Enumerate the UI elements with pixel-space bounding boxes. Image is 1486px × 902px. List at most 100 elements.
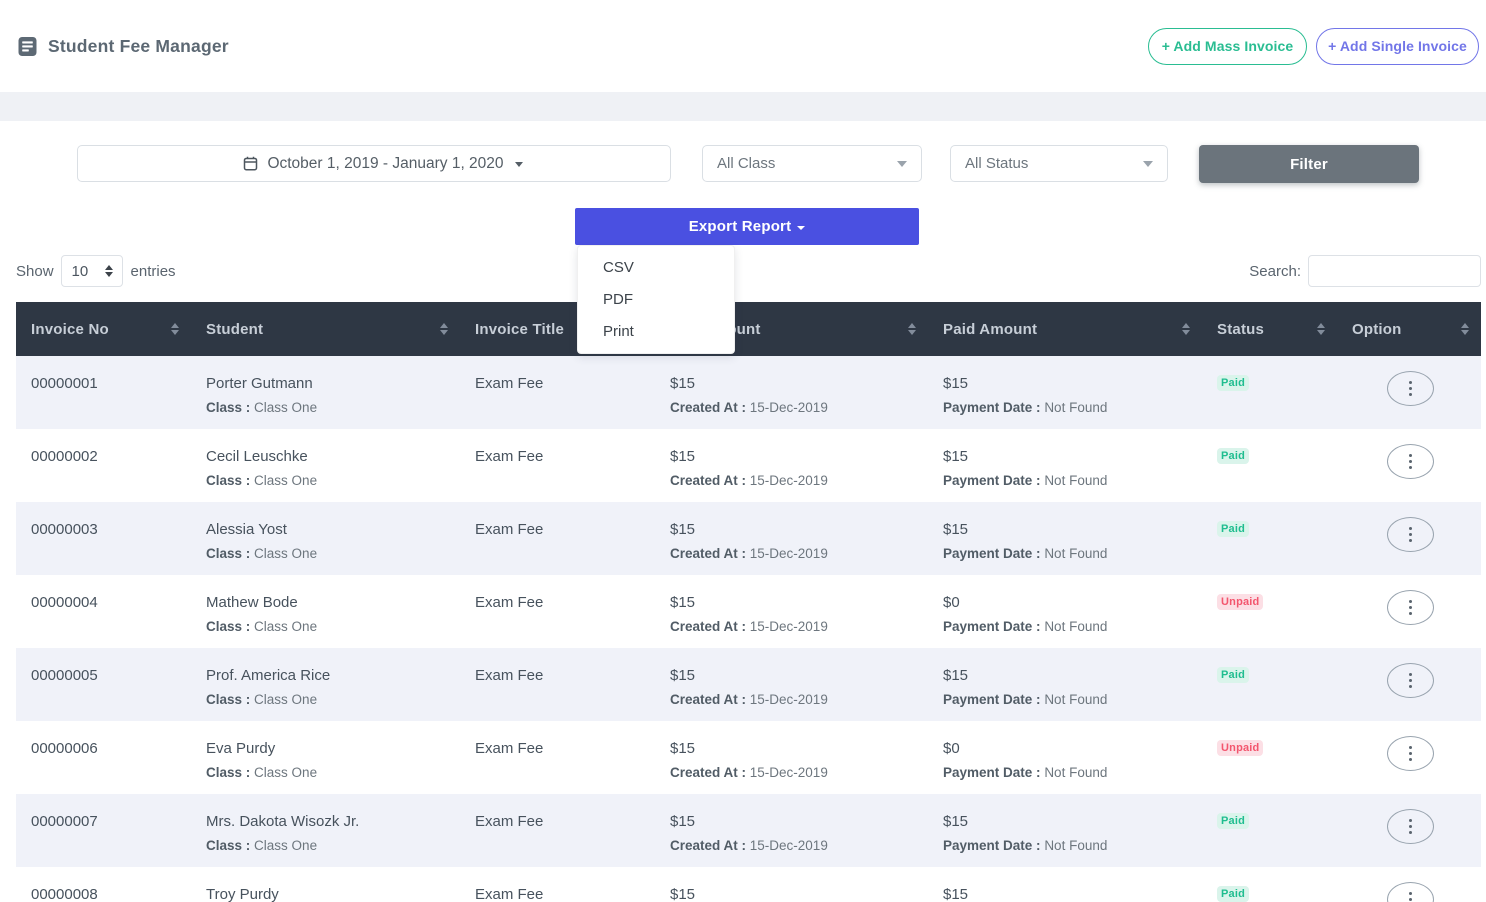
class-value: Class One bbox=[254, 692, 318, 707]
payment-date-value: Not Found bbox=[1044, 692, 1108, 707]
column-label: Student bbox=[206, 320, 264, 338]
row-options-button[interactable] bbox=[1387, 809, 1434, 844]
invoice-no: 00000002 bbox=[31, 448, 98, 465]
add-mass-invoice-button[interactable]: + Add Mass Invoice bbox=[1148, 27, 1307, 65]
column-header-paid-amount[interactable]: Paid Amount bbox=[928, 302, 1202, 356]
sort-asc-icon bbox=[1182, 323, 1190, 328]
class-value: Class One bbox=[254, 619, 318, 634]
payment-date: Payment Date : Not Found bbox=[943, 398, 1202, 418]
class-label: Class : bbox=[206, 473, 251, 488]
invoice-no: 00000007 bbox=[31, 813, 98, 830]
column-label: Paid Amount bbox=[943, 320, 1038, 338]
export-option-csv[interactable]: CSV bbox=[603, 259, 634, 276]
invoice-title: Exam Fee bbox=[475, 448, 544, 465]
row-options-button[interactable] bbox=[1387, 444, 1434, 479]
row-options-button[interactable] bbox=[1387, 663, 1434, 698]
invoice-row: 00000002 Cecil Leuschke Class : Class On… bbox=[16, 429, 1481, 502]
invoice-title: Exam Fee bbox=[475, 667, 544, 684]
created-at-label: Created At : bbox=[670, 400, 747, 415]
filter-button[interactable]: Filter bbox=[1199, 145, 1419, 183]
created-at-value: 15-Dec-2019 bbox=[749, 473, 828, 488]
amount: $15 bbox=[670, 813, 696, 830]
amount: $15 bbox=[670, 375, 696, 392]
export-option-pdf[interactable]: PDF bbox=[603, 291, 633, 308]
student-class: Class : Class One bbox=[206, 398, 460, 418]
status-badge: Paid bbox=[1217, 375, 1250, 391]
add-single-invoice-button[interactable]: + Add Single Invoice bbox=[1316, 27, 1479, 65]
created-at-label: Created At : bbox=[670, 619, 747, 634]
sort-icon bbox=[1317, 323, 1325, 335]
sort-desc-icon bbox=[1182, 330, 1190, 335]
export-option-print[interactable]: Print bbox=[603, 323, 634, 340]
status-select[interactable]: All Status bbox=[950, 145, 1168, 182]
chevron-down-icon bbox=[897, 160, 907, 167]
sort-icon bbox=[1461, 323, 1469, 335]
kebab-menu-icon bbox=[1409, 533, 1412, 536]
kebab-menu-icon bbox=[1409, 752, 1412, 755]
sort-icon bbox=[440, 323, 448, 335]
column-header-invoice-no[interactable]: Invoice No bbox=[16, 302, 191, 356]
page-size-value: 10 bbox=[71, 262, 89, 280]
sort-asc-icon bbox=[440, 323, 448, 328]
date-range-picker[interactable]: October 1, 2019 - January 1, 2020 bbox=[77, 145, 671, 182]
amount: $15 bbox=[670, 740, 696, 757]
class-value: Class One bbox=[254, 473, 318, 488]
export-report-button[interactable]: Export Report bbox=[575, 208, 919, 245]
amount: $15 bbox=[670, 448, 696, 465]
status-badge: Paid bbox=[1217, 813, 1250, 829]
chevron-down-icon bbox=[514, 162, 523, 167]
invoice-no: 00000003 bbox=[31, 521, 98, 538]
kebab-menu-icon bbox=[1409, 612, 1412, 615]
created-at: Created At : 15-Dec-2019 bbox=[670, 471, 928, 491]
student-class: Class : Class One bbox=[206, 617, 460, 637]
sort-desc-icon bbox=[440, 330, 448, 335]
payment-date-value: Not Found bbox=[1044, 619, 1108, 634]
created-at-label: Created At : bbox=[670, 546, 747, 561]
kebab-menu-icon bbox=[1409, 606, 1412, 609]
filter-row: October 1, 2019 - January 1, 2020 All Cl… bbox=[0, 145, 1486, 183]
invoice-row: 00000004 Mathew Bode Class : Class One E… bbox=[16, 575, 1481, 648]
payment-date-label: Payment Date : bbox=[943, 838, 1041, 853]
created-at-value: 15-Dec-2019 bbox=[749, 838, 828, 853]
created-at: Created At : 15-Dec-2019 bbox=[670, 544, 928, 564]
payment-date-label: Payment Date : bbox=[943, 400, 1041, 415]
class-select[interactable]: All Class bbox=[702, 145, 922, 182]
column-header-option[interactable]: Option bbox=[1337, 302, 1481, 356]
column-label: Option bbox=[1352, 320, 1402, 338]
payment-date-value: Not Found bbox=[1044, 838, 1108, 853]
column-header-student[interactable]: Student bbox=[191, 302, 460, 356]
status-badge: Paid bbox=[1217, 448, 1250, 464]
created-at: Created At : 15-Dec-2019 bbox=[670, 398, 928, 418]
amount: $15 bbox=[670, 667, 696, 684]
search-input[interactable] bbox=[1308, 255, 1481, 287]
paid-amount: $15 bbox=[943, 813, 969, 830]
kebab-menu-icon bbox=[1409, 819, 1412, 822]
amount: $15 bbox=[670, 594, 696, 611]
column-header-status[interactable]: Status bbox=[1202, 302, 1337, 356]
page-size-select[interactable]: 10 bbox=[60, 255, 123, 287]
sort-desc-icon bbox=[908, 330, 916, 335]
paid-amount: $15 bbox=[943, 521, 969, 538]
row-options-button[interactable] bbox=[1387, 736, 1434, 771]
created-at-value: 15-Dec-2019 bbox=[749, 619, 828, 634]
student-name: Eva Purdy bbox=[206, 740, 276, 757]
payment-date: Payment Date : Not Found bbox=[943, 763, 1202, 783]
row-options-button[interactable] bbox=[1387, 590, 1434, 625]
kebab-menu-icon bbox=[1409, 454, 1412, 457]
created-at: Created At : 15-Dec-2019 bbox=[670, 763, 928, 783]
brand: Student Fee Manager bbox=[18, 36, 229, 57]
class-value: Class One bbox=[254, 838, 318, 853]
student-class: Class : Class One bbox=[206, 544, 460, 564]
kebab-menu-icon bbox=[1409, 393, 1412, 396]
row-options-button[interactable] bbox=[1387, 882, 1434, 902]
payment-date-label: Payment Date : bbox=[943, 473, 1041, 488]
invoice-no: 00000006 bbox=[31, 740, 98, 757]
student-name: Prof. America Rice bbox=[206, 667, 331, 684]
student-name: Alessia Yost bbox=[206, 521, 287, 538]
invoice-no: 00000004 bbox=[31, 594, 98, 611]
row-options-button[interactable] bbox=[1387, 517, 1434, 552]
kebab-menu-icon bbox=[1409, 758, 1412, 761]
invoice-row: 00000003 Alessia Yost Class : Class One … bbox=[16, 502, 1481, 575]
row-options-button[interactable] bbox=[1387, 371, 1434, 406]
invoice-table-body: 00000001 Porter Gutmann Class : Class On… bbox=[16, 356, 1481, 902]
